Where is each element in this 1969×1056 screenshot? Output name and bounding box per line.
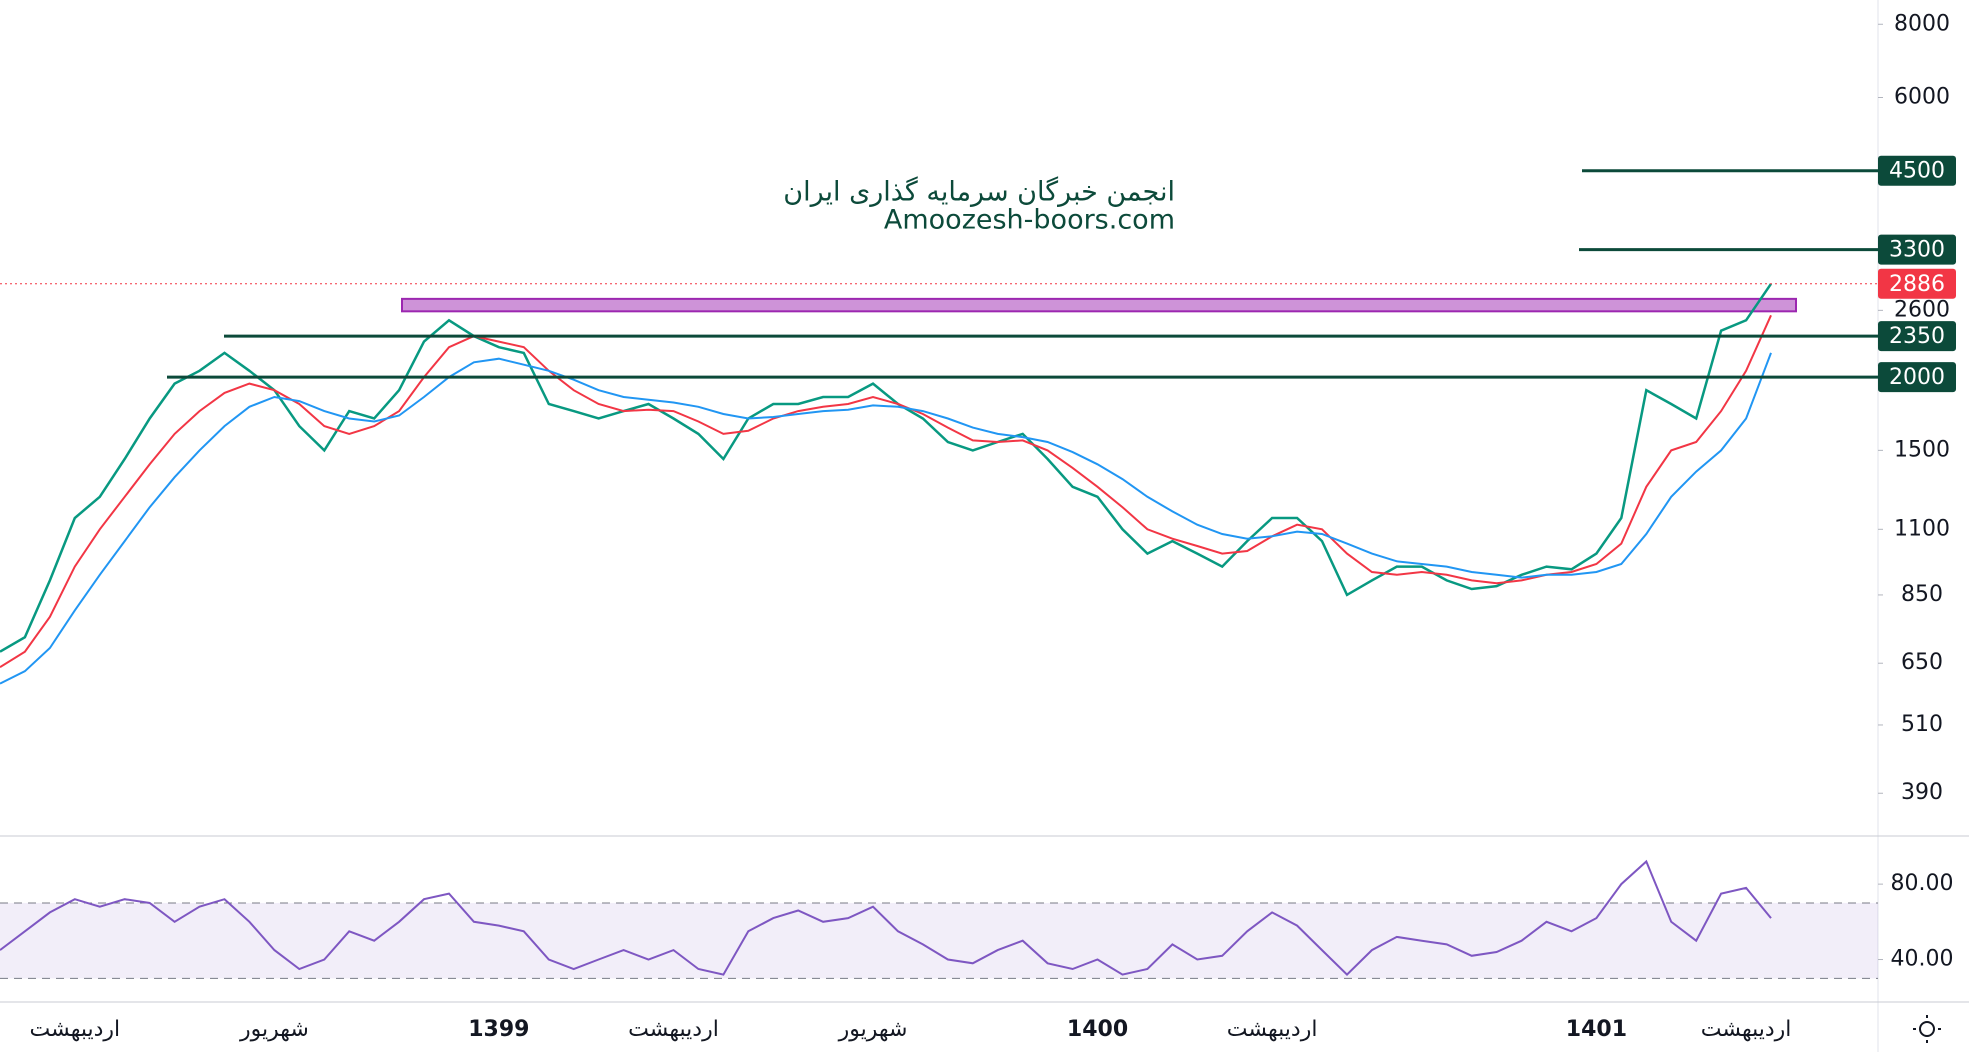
x-tick-label: 1400 <box>1067 1017 1128 1042</box>
last-price-label: 2886 <box>1889 272 1945 297</box>
series-line <box>0 352 1772 685</box>
y-tick-label: 40.00 <box>1891 947 1954 972</box>
level-label: 4500 <box>1889 159 1945 184</box>
y-tick-label: 850 <box>1901 582 1943 607</box>
y-tick-label: 2600 <box>1894 297 1950 322</box>
level-badge <box>1878 234 1956 265</box>
y-tick-label: 1100 <box>1894 516 1950 541</box>
x-tick-label: شهریور <box>239 1017 309 1042</box>
rsi-band <box>0 902 1878 979</box>
series-line <box>0 283 1773 653</box>
x-tick-label: 1399 <box>468 1017 529 1042</box>
y-tick-label: 650 <box>1901 650 1943 675</box>
series-line <box>0 314 1772 669</box>
watermark-url: Amoozesh-boors.com <box>884 205 1175 236</box>
level-label: 2350 <box>1889 324 1945 349</box>
x-tick-label: اردیبهشت <box>1701 1017 1792 1042</box>
x-tick-label: 1401 <box>1566 1017 1627 1042</box>
y-tick-label: 1500 <box>1894 437 1950 462</box>
y-tick-label: 8000 <box>1894 11 1950 36</box>
level-badge <box>1878 321 1956 352</box>
level-badge <box>1878 362 1956 393</box>
watermark-title: انجمن خبرگان سرمایه گذاری ایران <box>783 176 1175 208</box>
level-label: 2000 <box>1889 365 1945 390</box>
x-tick-label: شهریور <box>838 1017 908 1042</box>
last-price-badge <box>1878 268 1956 299</box>
x-tick-label: اردیبهشت <box>628 1017 719 1042</box>
level-label: 3300 <box>1889 238 1945 263</box>
settings-icon[interactable] <box>1913 1015 1941 1043</box>
y-tick-label: 390 <box>1901 780 1943 805</box>
series-line <box>0 859 1772 977</box>
x-tick-label: اردیبهشت <box>1227 1017 1318 1042</box>
y-tick-label: 80.00 <box>1891 871 1954 896</box>
level-badge <box>1878 155 1956 186</box>
x-tick-label: اردیبهشت <box>29 1017 120 1042</box>
y-tick-label: 510 <box>1901 712 1943 737</box>
zone <box>401 297 1797 313</box>
y-tick-label: 6000 <box>1894 84 1950 109</box>
